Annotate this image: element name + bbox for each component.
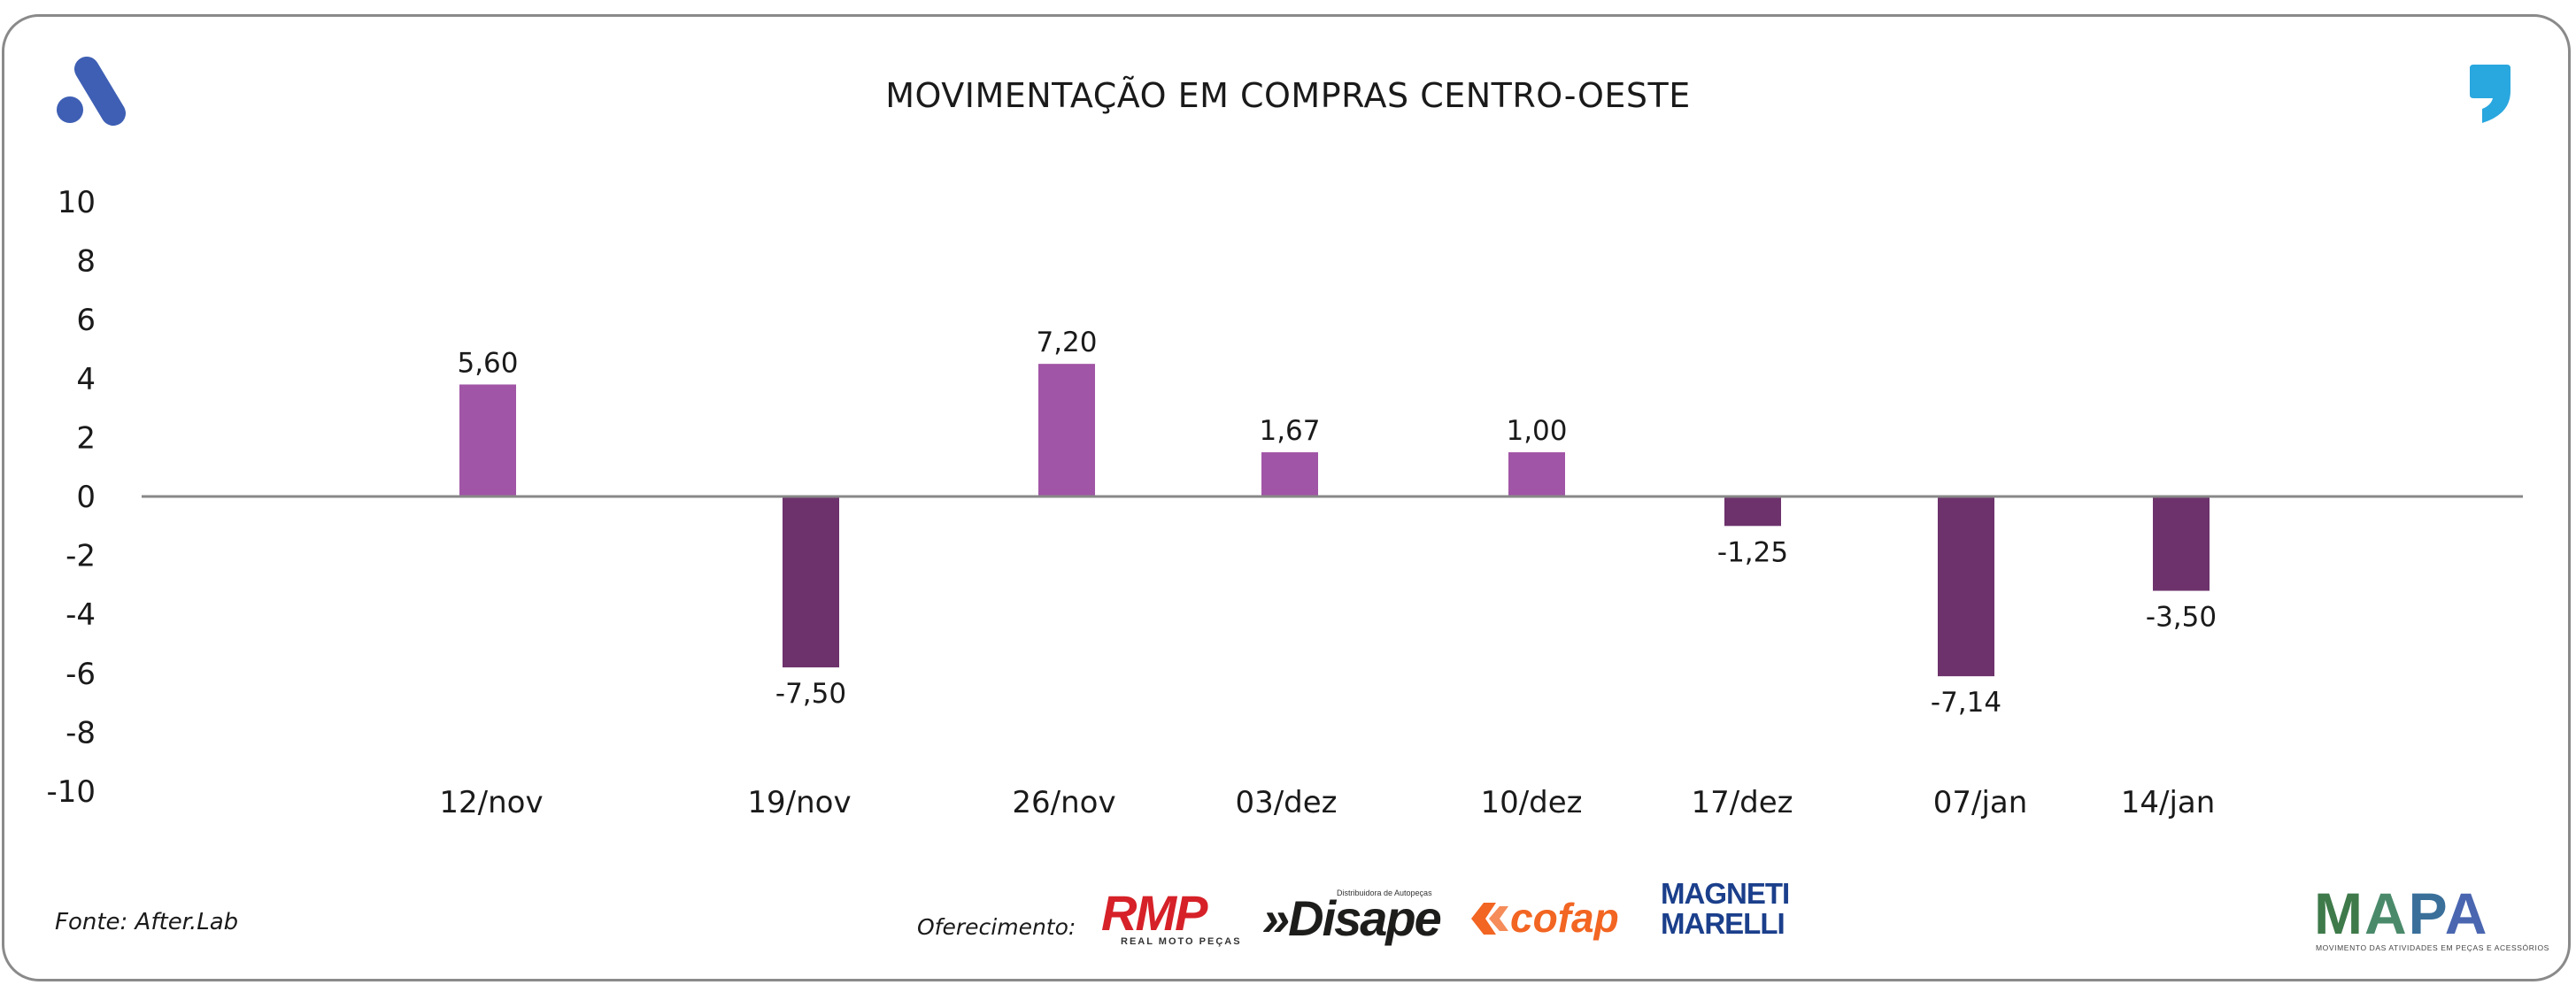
rmp-logo-text: RMP — [1101, 885, 1207, 941]
magneti-logo-line1: MAGNETI — [1661, 877, 1790, 910]
category-label: 26/nov — [1012, 785, 1115, 820]
cofap-logo-text: cofap — [1510, 895, 1619, 941]
bar — [1508, 452, 1565, 496]
mapa-letter: A — [2444, 881, 2489, 946]
bar — [783, 496, 839, 668]
source-note: Fonte: After.Lab — [55, 909, 239, 935]
sponsor-disape-logo: Distribuidora de Autopeças »Disape — [1262, 889, 1445, 947]
mapa-logo-tagline: MOVIMENTO DAS ATIVIDADES EM PEÇAS E ACES… — [2316, 943, 2549, 952]
sponsor-rmp-logo: RMP REAL MOTO PEÇAS — [1101, 885, 1240, 948]
category-label: 17/dez — [1691, 785, 1793, 820]
y-tick-label: -4 — [66, 597, 96, 633]
cofap-mark-icon — [1471, 903, 1508, 935]
disape-logo-text: »Disape — [1262, 890, 1442, 946]
data-label: -7,50 — [775, 678, 846, 710]
category-label: 03/dez — [1235, 785, 1337, 820]
y-tick-label: 0 — [76, 480, 96, 515]
magneti-logo-line2: MARELLI — [1661, 907, 1785, 940]
data-label: 1,67 — [1259, 415, 1320, 447]
category-label: 14/jan — [2121, 785, 2216, 820]
bar — [1261, 452, 1318, 496]
rmp-logo-tagline: REAL MOTO PEÇAS — [1121, 936, 1242, 947]
mapa-letter: M — [2314, 881, 2364, 946]
disape-logo-tagline: Distribuidora de Autopeças — [1337, 889, 1432, 897]
bar — [1938, 496, 1994, 677]
sponsor-magneti-marelli-logo: MAGNETI MARELLI — [1661, 876, 1799, 942]
category-label: 19/nov — [747, 785, 851, 820]
category-label: 12/nov — [439, 785, 543, 820]
sponsor-label: Oferecimento: — [917, 914, 1076, 940]
after-lab-logo-icon — [57, 57, 126, 126]
mapa-brand-logo: MAPA MOVIMENTO DAS ATIVIDADES EM PEÇAS E… — [2314, 883, 2549, 954]
data-label: 1,00 — [1506, 415, 1567, 447]
bar — [459, 384, 516, 496]
y-tick-label: 10 — [58, 185, 96, 220]
bar — [1724, 496, 1781, 527]
chart-title: MOVIMENTAÇÃO EM COMPRAS CENTRO-OESTE — [885, 76, 1691, 115]
y-tick-label: 6 — [76, 303, 96, 338]
mapa-letter: P — [2408, 881, 2445, 946]
data-label: 5,60 — [457, 347, 518, 379]
y-tick-label: -6 — [66, 657, 96, 692]
data-label: -7,14 — [1931, 687, 2001, 719]
data-label: 7,20 — [1036, 327, 1097, 358]
y-tick-label: 4 — [76, 362, 96, 397]
bar — [1038, 364, 1095, 496]
y-tick-label: -2 — [66, 539, 96, 574]
quote-comma-icon — [2470, 65, 2510, 123]
mapa-letter: A — [2364, 881, 2409, 946]
y-tick-label: 8 — [76, 244, 96, 280]
y-tick-label: 2 — [76, 420, 96, 456]
mapa-logo-text: MAPA — [2314, 883, 2488, 943]
sponsor-cofap-logo: cofap — [1469, 892, 1647, 945]
y-tick-label: -8 — [66, 715, 96, 750]
data-label: -3,50 — [2146, 602, 2217, 634]
category-label: 07/jan — [1933, 785, 2028, 820]
y-tick-label: -10 — [46, 774, 96, 810]
data-label: -1,25 — [1717, 536, 1788, 568]
category-label: 10/dez — [1480, 785, 1582, 820]
bar — [2153, 496, 2210, 591]
